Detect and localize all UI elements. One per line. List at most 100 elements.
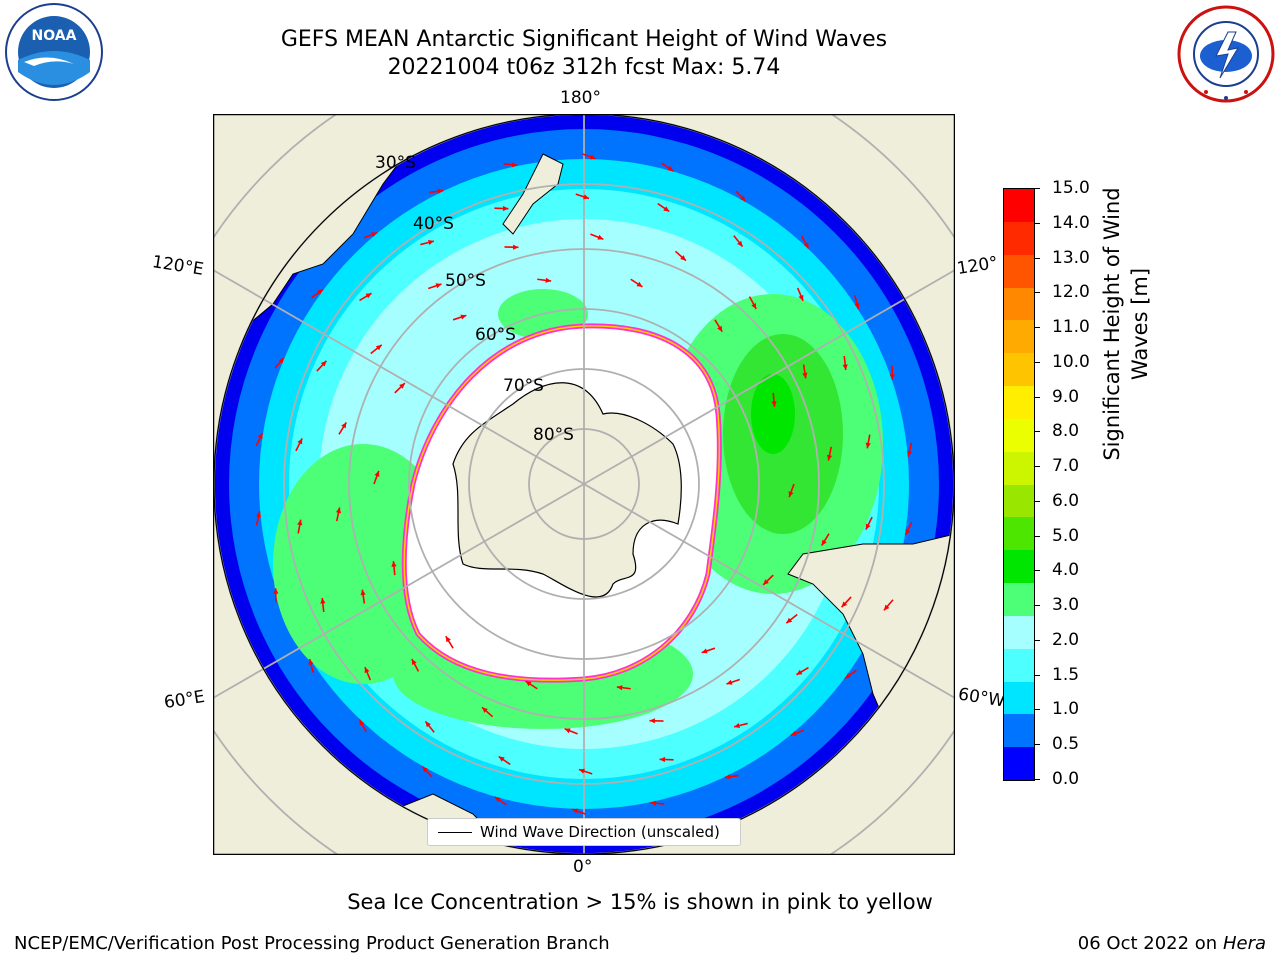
colorbar-tick-label: 2.0 xyxy=(1052,629,1080,650)
wave-arrow-head xyxy=(796,669,803,675)
wave-arrow-head xyxy=(511,162,518,168)
wave-arrow-head xyxy=(798,294,804,301)
colorbar-tick-label: 8.0 xyxy=(1052,421,1080,442)
wave-arrow-head xyxy=(335,507,342,514)
wave-arrow-head xyxy=(724,774,731,780)
host-text: Hera xyxy=(1222,933,1266,954)
wave-field xyxy=(214,114,954,854)
wave-arrow-head xyxy=(494,796,501,803)
antarctica xyxy=(452,382,682,598)
colorbar-band xyxy=(1004,320,1034,354)
chart-subtitle: 20221004 t06z 312h fcst Max: 5.74 xyxy=(387,55,781,80)
wave-arrow-head xyxy=(905,528,911,535)
wave-arrow-head xyxy=(883,604,890,611)
wave-arrow-head xyxy=(650,800,657,806)
wave-arrow-head xyxy=(583,194,590,200)
noaa-logo-text: NOAA xyxy=(32,28,77,44)
lat-label-70s: 70°S xyxy=(503,376,544,396)
colorbar-band xyxy=(1004,386,1034,419)
colorbar-tick-mark xyxy=(1034,466,1040,468)
colorbar-tick-mark xyxy=(1034,257,1040,259)
colorbar-tick-label: 15.0 xyxy=(1052,178,1090,198)
colorbar-tick-mark xyxy=(1034,605,1040,607)
wave-arrow-head xyxy=(667,165,674,172)
wave-arrow-head xyxy=(589,154,596,160)
wave-arrow-head xyxy=(842,364,848,371)
wave-arrow-head xyxy=(734,723,740,729)
wave-arrow-head xyxy=(751,302,757,309)
wave-arrow-head xyxy=(341,422,347,429)
colorbar-tick-mark xyxy=(1034,396,1040,398)
map-svg: 30°S 40°S 50°S 60°S 70°S 80°S xyxy=(138,38,1030,930)
colorbar-tick-label: 7.0 xyxy=(1052,456,1080,477)
wave-arrow-head xyxy=(906,450,913,457)
wave-arrow-head xyxy=(841,601,848,608)
colorbar-band xyxy=(1004,583,1034,616)
wave-arrow-head xyxy=(364,667,370,674)
wave-arrow-head xyxy=(422,766,428,773)
wave-arrow-head xyxy=(865,442,871,449)
wave-arrow-head xyxy=(399,383,405,389)
colorbar-band xyxy=(1004,615,1034,649)
noaa-logo: NOAA xyxy=(4,2,104,102)
colorbar-tick-mark xyxy=(1034,674,1040,676)
wave-arrow-head xyxy=(889,374,895,380)
colorbar-tick-label: 1.5 xyxy=(1052,664,1080,685)
colorbar-tick-label: 0.0 xyxy=(1052,769,1080,789)
wave-arrow-head xyxy=(513,244,519,250)
wave-arrow-head xyxy=(502,205,509,212)
colorbar-tick-label: 0.5 xyxy=(1052,734,1080,755)
wave-arrow-head xyxy=(564,728,571,734)
wave-arrow-head xyxy=(371,232,378,238)
wave-arrow-head xyxy=(308,659,314,665)
colorbar-band xyxy=(1004,254,1034,288)
wave-arrow-head xyxy=(663,206,670,212)
lat-label-60s: 60°S xyxy=(475,325,516,345)
colorbar-tick-label: 11.0 xyxy=(1052,317,1090,338)
colorbar xyxy=(1003,188,1035,781)
wave-arrow-head xyxy=(802,372,808,379)
wave-arrow-head xyxy=(572,808,579,814)
wave-arrow-head xyxy=(428,239,434,245)
wave-arrow-head xyxy=(545,277,552,283)
wave-arrow-head xyxy=(788,491,794,498)
wave-arrow-head xyxy=(790,730,797,736)
colorbar-tick-mark xyxy=(1034,779,1040,780)
wave-arrow-head xyxy=(365,293,372,299)
colorbar-tick-label: 3.0 xyxy=(1052,595,1080,616)
colorbar-tick-mark xyxy=(1034,500,1040,502)
colorbar-band xyxy=(1004,451,1034,485)
wave-arrow-head xyxy=(844,673,851,679)
wave-arrow-head xyxy=(659,756,666,763)
colorbar-band xyxy=(1004,484,1034,518)
legend-line-swatch xyxy=(438,832,472,833)
colorbar-band xyxy=(1004,747,1034,780)
lon-label-0: 0° xyxy=(573,857,593,877)
date-text: 06 Oct 2022 on xyxy=(1077,933,1218,954)
sea-ice-note: Sea Ice Concentration > 15% is shown in … xyxy=(0,890,1280,914)
colorbar-band xyxy=(1004,681,1034,715)
colorbar-label-line2: Waves [m] xyxy=(1128,267,1152,381)
colorbar-tick-label: 12.0 xyxy=(1052,282,1090,303)
colorbar-band xyxy=(1004,353,1034,387)
lon-label-60e: 60°E xyxy=(162,686,207,714)
wave-arrow-head xyxy=(297,519,303,526)
colorbar-tick-mark xyxy=(1034,639,1040,641)
wave-arrow-head xyxy=(597,234,604,240)
wave-arrow-head xyxy=(737,240,743,247)
colorbar-tick-label: 4.0 xyxy=(1052,560,1080,581)
wave-arrow-head xyxy=(865,523,871,530)
colorbar-band xyxy=(1004,189,1034,222)
wave-arrow-head xyxy=(701,648,708,654)
wave-arrow-head xyxy=(317,289,324,295)
national-weather-service-logo xyxy=(1176,4,1276,104)
colorbar-band xyxy=(1004,714,1034,748)
wave-arrow-head xyxy=(786,617,793,624)
map-panel: 30°S 40°S 50°S 60°S 70°S 80°S Wind Wave … xyxy=(138,38,1030,930)
wave-arrow-head xyxy=(498,756,505,762)
wave-arrow-head xyxy=(717,325,723,332)
colorbar-band xyxy=(1004,648,1034,682)
lat-label-50s: 50°S xyxy=(445,271,486,291)
colorbar-tick-label: 9.0 xyxy=(1052,386,1080,407)
wave-arrow-head xyxy=(375,344,382,351)
